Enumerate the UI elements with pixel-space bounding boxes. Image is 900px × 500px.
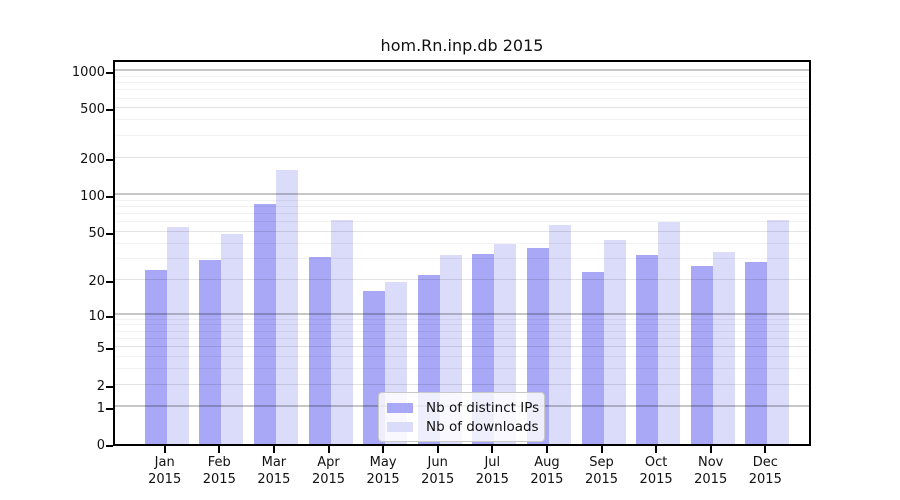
x-tick bbox=[491, 446, 494, 453]
legend-swatch-distinct-ips bbox=[387, 402, 413, 413]
y-tick-label: 10 bbox=[88, 308, 105, 324]
x-tick bbox=[436, 446, 439, 453]
gridline-400 bbox=[115, 119, 809, 121]
x-tick-label: Jul 2015 bbox=[475, 455, 509, 487]
y-tick bbox=[106, 158, 113, 161]
y-tick-label: 200 bbox=[80, 151, 105, 167]
y-tick bbox=[106, 385, 113, 388]
gridline-700 bbox=[115, 89, 809, 91]
y-tick bbox=[106, 407, 113, 410]
bar-downloads-feb bbox=[221, 233, 244, 444]
y-tick-label: 1000 bbox=[71, 65, 105, 81]
y-tick bbox=[106, 315, 113, 318]
legend-row: Nb of downloads bbox=[387, 417, 539, 436]
bar-downloads-apr bbox=[330, 220, 353, 444]
x-tick bbox=[163, 446, 166, 453]
bar-downloads-mar bbox=[275, 169, 298, 444]
x-tick-label: Sep 2015 bbox=[584, 455, 619, 487]
gridline-600 bbox=[115, 97, 809, 99]
bar-distinct-ips-mar bbox=[253, 203, 276, 444]
gridline-50 bbox=[115, 230, 809, 232]
x-tick bbox=[709, 446, 712, 453]
plot-area bbox=[113, 60, 811, 446]
y-tick bbox=[106, 280, 113, 283]
bar-distinct-ips-oct bbox=[636, 255, 659, 444]
bar-downloads-jan bbox=[166, 226, 189, 444]
bar-distinct-ips-feb bbox=[199, 260, 222, 444]
y-tick-label: 1 bbox=[96, 400, 105, 416]
x-tick-label: May 2015 bbox=[366, 455, 400, 487]
y-tick-label: 20 bbox=[88, 273, 105, 289]
bar-downloads-nov bbox=[712, 252, 735, 444]
x-tick-label: Jun 2015 bbox=[421, 455, 455, 487]
bar-distinct-ips-apr bbox=[308, 256, 331, 444]
bar-distinct-ips-dec bbox=[745, 262, 768, 444]
bar-distinct-ips-nov bbox=[690, 266, 713, 444]
gridline-100 bbox=[115, 192, 809, 195]
y-tick bbox=[106, 72, 113, 75]
y-tick-label: 5 bbox=[96, 341, 105, 357]
gridline-60 bbox=[115, 221, 809, 223]
x-tick-label: Apr 2015 bbox=[311, 455, 346, 487]
bar-downloads-oct bbox=[658, 222, 681, 444]
gridline-900 bbox=[115, 75, 809, 77]
bar-distinct-ips-sep bbox=[581, 272, 604, 444]
bar-downloads-sep bbox=[603, 239, 626, 444]
legend-label: Nb of downloads bbox=[426, 418, 539, 435]
bar-distinct-ips-jan bbox=[144, 270, 167, 444]
x-tick bbox=[600, 446, 603, 453]
x-tick-label: Feb 2015 bbox=[202, 455, 236, 487]
chart-title: hom.Rn.inp.db 2015 bbox=[380, 36, 544, 55]
gridline-800 bbox=[115, 82, 809, 84]
x-tick bbox=[327, 446, 330, 453]
y-tick bbox=[106, 232, 113, 235]
bar-downloads-aug bbox=[548, 224, 571, 444]
gridline-300 bbox=[115, 134, 809, 136]
legend-label: Nb of distinct IPs bbox=[426, 399, 540, 416]
y-tick-label: 50 bbox=[88, 225, 105, 241]
x-tick bbox=[764, 446, 767, 453]
gridline-30 bbox=[115, 257, 809, 259]
x-tick-label: Nov 2015 bbox=[694, 455, 728, 487]
x-tick-label: Jan 2015 bbox=[148, 455, 182, 487]
gridline-80 bbox=[115, 205, 809, 207]
legend-swatch-downloads bbox=[387, 421, 413, 432]
gridline-90 bbox=[115, 199, 809, 201]
y-tick-label: 0 bbox=[96, 438, 105, 453]
y-tick bbox=[106, 109, 113, 112]
x-tick-label: Oct 2015 bbox=[639, 455, 673, 487]
gridline-500 bbox=[115, 107, 809, 109]
x-tick bbox=[545, 446, 548, 453]
bar-downloads-dec bbox=[767, 219, 790, 444]
y-tick bbox=[106, 348, 113, 351]
legend-row: Nb of distinct IPs bbox=[387, 398, 539, 417]
x-tick bbox=[218, 446, 221, 453]
y-tick-label: 500 bbox=[80, 102, 105, 118]
gridline-70 bbox=[115, 212, 809, 214]
x-tick bbox=[272, 446, 275, 453]
x-tick bbox=[655, 446, 658, 453]
y-tick bbox=[106, 195, 113, 198]
x-tick-label: Aug 2015 bbox=[530, 455, 564, 487]
legend: Nb of distinct IPs Nb of downloads bbox=[378, 392, 545, 442]
y-tick-label: 100 bbox=[80, 188, 105, 204]
x-tick bbox=[382, 446, 385, 453]
y-tick-label: 2 bbox=[96, 378, 105, 394]
x-tick-label: Dec 2015 bbox=[748, 455, 782, 487]
gridline-1000 bbox=[115, 69, 809, 71]
x-tick-label: Mar 2015 bbox=[257, 455, 291, 487]
y-tick bbox=[106, 445, 113, 447]
gridline-200 bbox=[115, 156, 809, 158]
gridline-40 bbox=[115, 242, 809, 244]
